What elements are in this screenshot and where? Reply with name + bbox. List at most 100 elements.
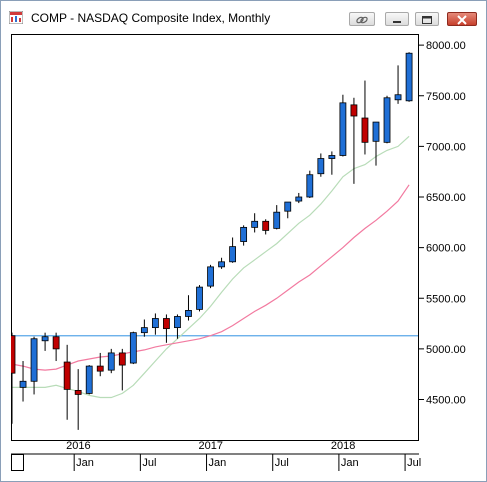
candle[interactable] bbox=[74, 369, 82, 430]
x-year-label: 2016 bbox=[66, 440, 90, 452]
candle[interactable] bbox=[317, 153, 325, 177]
candle[interactable] bbox=[19, 361, 27, 402]
maximize-button[interactable] bbox=[415, 12, 439, 26]
candle[interactable] bbox=[11, 332, 16, 424]
candle[interactable] bbox=[240, 225, 248, 246]
candle[interactable] bbox=[85, 365, 93, 395]
candle-body bbox=[339, 102, 347, 156]
candle[interactable] bbox=[163, 314, 170, 343]
candle-body bbox=[262, 220, 270, 231]
candle-body bbox=[328, 155, 336, 159]
candle-body bbox=[361, 117, 369, 143]
candle[interactable] bbox=[284, 201, 292, 219]
minimize-button[interactable] bbox=[385, 12, 409, 26]
app-chart-icon bbox=[9, 11, 23, 24]
candle[interactable] bbox=[196, 285, 203, 312]
candle[interactable] bbox=[328, 151, 336, 175]
candle[interactable] bbox=[383, 95, 391, 144]
candle[interactable] bbox=[151, 313, 159, 335]
y-tick-label: 4500.00 bbox=[426, 395, 466, 407]
y-tick-label: 7500.00 bbox=[426, 91, 466, 103]
candle[interactable] bbox=[185, 295, 192, 321]
candle-body bbox=[30, 338, 38, 382]
y-tick-label: 6500.00 bbox=[426, 192, 466, 204]
y-tick-label: 5500.00 bbox=[426, 293, 466, 305]
candle[interactable] bbox=[96, 352, 104, 377]
candle-body bbox=[107, 352, 115, 371]
candlestick-chart[interactable]: 8000.00 7500.00 7000.00 6500.00 6000.00 5500.… bbox=[11, 34, 480, 471]
y-tick-label: 7000.00 bbox=[426, 141, 466, 153]
y-tick-label: 5000.00 bbox=[426, 344, 466, 356]
x-month-label: Jul bbox=[142, 457, 156, 469]
candle[interactable] bbox=[295, 192, 303, 204]
candle-body bbox=[295, 196, 303, 202]
candle[interactable] bbox=[30, 336, 38, 395]
candle-body bbox=[85, 365, 93, 394]
link-button[interactable] bbox=[349, 12, 375, 26]
candle-body bbox=[52, 336, 60, 350]
candle-body bbox=[383, 97, 391, 143]
candle-body bbox=[306, 174, 314, 198]
candle[interactable] bbox=[107, 348, 115, 374]
candle[interactable] bbox=[174, 314, 181, 339]
minimize-icon bbox=[393, 21, 401, 23]
x-month-label: Jul bbox=[275, 457, 289, 469]
candle-body bbox=[96, 365, 104, 372]
moving-average-slow-line bbox=[11, 184, 410, 371]
close-button[interactable] bbox=[447, 12, 477, 26]
x-year-label: 2018 bbox=[331, 440, 355, 452]
y-tick-label: 8000.00 bbox=[426, 40, 466, 52]
link-icon bbox=[356, 16, 368, 24]
title-bar[interactable]: COMP - NASDAQ Composite Index, Monthly bbox=[1, 1, 486, 35]
maximize-icon bbox=[422, 16, 432, 24]
candle-body bbox=[207, 266, 214, 287]
candle[interactable] bbox=[361, 80, 369, 155]
candle-body bbox=[63, 361, 71, 390]
candle-body bbox=[185, 309, 192, 317]
candle-body bbox=[273, 211, 281, 229]
candle-body bbox=[151, 318, 159, 329]
candle[interactable] bbox=[306, 170, 314, 199]
candle-body bbox=[284, 201, 292, 212]
candle[interactable] bbox=[229, 237, 237, 263]
candle-body bbox=[11, 335, 16, 374]
candle[interactable] bbox=[251, 213, 259, 233]
candle[interactable] bbox=[207, 264, 214, 289]
candle[interactable] bbox=[63, 344, 71, 420]
x-month-label: Jan bbox=[209, 457, 227, 469]
candle[interactable] bbox=[41, 332, 49, 351]
candle-body bbox=[350, 104, 358, 117]
candle[interactable] bbox=[273, 205, 281, 230]
candle-body bbox=[163, 318, 170, 330]
candle[interactable] bbox=[118, 348, 126, 391]
candle[interactable] bbox=[262, 219, 270, 235]
window-title: COMP - NASDAQ Composite Index, Monthly bbox=[31, 11, 271, 25]
candle[interactable] bbox=[339, 94, 347, 157]
candle-body bbox=[240, 226, 248, 242]
candle-body bbox=[140, 327, 148, 334]
candle[interactable] bbox=[129, 331, 137, 365]
candle[interactable] bbox=[52, 332, 60, 362]
candle[interactable] bbox=[405, 52, 413, 102]
candle-body bbox=[174, 316, 181, 329]
candle[interactable] bbox=[140, 319, 148, 337]
candle-body bbox=[405, 52, 413, 102]
candle-body bbox=[394, 94, 402, 101]
x-month-label: Jan bbox=[341, 457, 359, 469]
candle-body bbox=[317, 158, 325, 175]
candle-body bbox=[372, 121, 380, 142]
y-tick-label: 6000.00 bbox=[426, 243, 466, 255]
x-month-label: Jan bbox=[76, 457, 94, 469]
candle-body bbox=[19, 380, 27, 388]
candle-body bbox=[74, 389, 82, 395]
candle-body bbox=[41, 336, 49, 342]
candle-body bbox=[196, 286, 203, 310]
candle[interactable] bbox=[372, 121, 380, 166]
scroll-box[interactable] bbox=[11, 454, 24, 471]
x-month-label: Jul bbox=[407, 457, 421, 469]
candle[interactable] bbox=[218, 257, 225, 269]
candle[interactable] bbox=[394, 65, 402, 104]
candle[interactable] bbox=[350, 97, 358, 184]
plot-frame bbox=[11, 34, 419, 441]
